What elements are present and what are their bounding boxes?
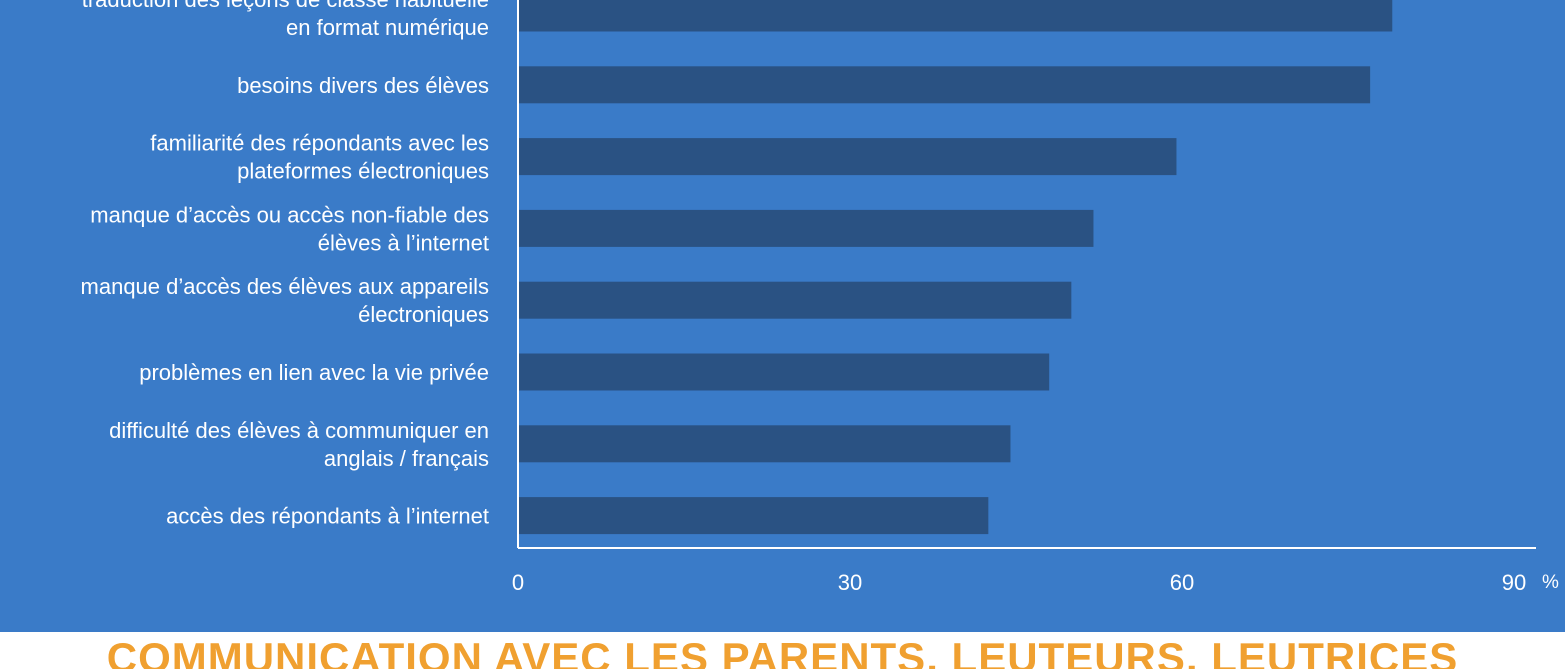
category-label-line: accès des répondants à l’internet: [166, 504, 489, 529]
bar-chart: traduction des leçons de classe habituel…: [81, 0, 1559, 595]
category-label-line: électroniques: [358, 302, 489, 327]
x-unit-label: %: [1542, 572, 1559, 593]
bar-3: [518, 138, 1177, 176]
x-tick-60: 60: [1170, 570, 1194, 595]
x-tick-30: 30: [838, 570, 862, 595]
category-label-line: manque d’accès des élèves aux appareils: [81, 274, 489, 299]
category-label-8: accès des répondants à l’internet: [166, 504, 489, 529]
bar-7: [518, 425, 1011, 463]
bar-8: [518, 497, 989, 535]
category-label-line: besoins divers des élèves: [237, 73, 489, 98]
category-label-1: traduction des leçons de classe habituel…: [82, 0, 489, 40]
category-label-line: difficulté des élèves à communiquer en: [109, 418, 489, 443]
category-label-line: traduction des leçons de classe habituel…: [82, 0, 489, 12]
category-label-line: élèves à l’internet: [318, 230, 489, 255]
x-tick-0: 0: [512, 570, 524, 595]
category-label-line: plateformes électroniques: [237, 159, 489, 184]
bar-4: [518, 209, 1094, 247]
category-label-6: problèmes en lien avec la vie privée: [139, 360, 489, 385]
category-label-line: anglais / français: [324, 446, 489, 471]
category-label-5: manque d’accès des élèves aux appareils é…: [81, 274, 489, 327]
category-label-line: familiarité des répondants avec les: [150, 131, 489, 156]
category-label-2: besoins divers des élèves: [237, 73, 489, 98]
x-tick-labels: 0 30 60 90: [512, 570, 1526, 595]
category-label-line: manque d’accès ou accès non-fiable des: [90, 202, 489, 227]
section-heading: COMMUNICATION AVEC LES PARENTS, LEUTEURS…: [106, 634, 1459, 669]
category-label-line: en format numérique: [286, 15, 489, 40]
bars-group: [518, 0, 1393, 535]
category-label-3: familiarité des répondants avec les plate…: [150, 131, 489, 184]
bar-1: [518, 0, 1393, 32]
bar-5: [518, 281, 1072, 319]
bar-2: [518, 66, 1371, 104]
category-label-line: problèmes en lien avec la vie privée: [139, 360, 489, 385]
category-label-4: manque d’accès ou accès non-fiable des él…: [90, 202, 489, 255]
category-label-7: difficulté des élèves à communiquer en an…: [109, 418, 489, 471]
bar-6: [518, 353, 1050, 391]
bottom-band: COMMUNICATION AVEC LES PARENTS, LEUTEURS…: [0, 632, 1565, 669]
category-labels: traduction des leçons de classe habituel…: [81, 0, 489, 529]
x-tick-90: 90: [1502, 570, 1526, 595]
